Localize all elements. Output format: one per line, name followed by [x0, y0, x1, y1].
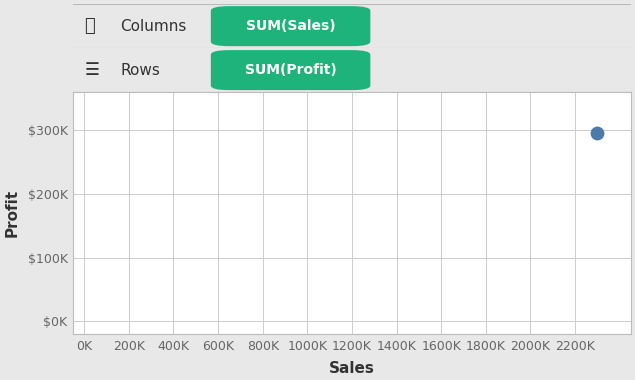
Y-axis label: Profit: Profit	[4, 189, 19, 237]
Text: Rows: Rows	[121, 63, 161, 78]
Text: ☰: ☰	[84, 61, 99, 79]
X-axis label: Sales: Sales	[329, 361, 375, 376]
Point	[592, 130, 603, 136]
Text: Columns: Columns	[121, 19, 187, 34]
Text: ⫶: ⫶	[84, 17, 95, 35]
